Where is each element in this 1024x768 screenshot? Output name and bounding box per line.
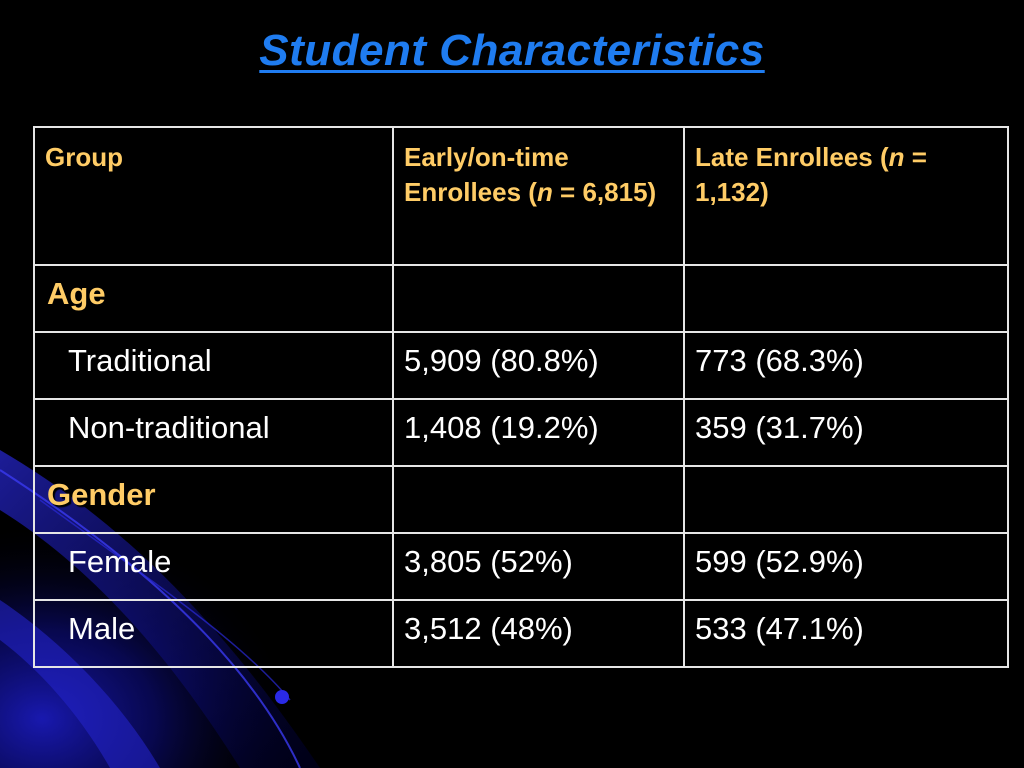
row-early-value: 5,909 (80.8%) (392, 331, 685, 400)
header-group: Group (33, 126, 394, 266)
section-row-gender: Gender (33, 465, 1009, 534)
slide-title: Student Characteristics (259, 26, 765, 75)
header-early-prefix: Early/on-time Enrollees ( (404, 142, 569, 207)
row-late-value: 533 (47.1%) (683, 599, 1009, 668)
table-row-traditional: Traditional 5,909 (80.8%) 773 (68.3%) (33, 331, 1009, 400)
header-late-suffix: = 1,132) (695, 142, 927, 207)
table-header-row: Group Early/on-time Enrollees (n = 6,815… (33, 126, 1009, 266)
row-group-label: Female (33, 532, 394, 601)
empty-cell (683, 465, 1009, 534)
empty-cell (683, 264, 1009, 333)
row-late-value: 773 (68.3%) (683, 331, 1009, 400)
section-label-gender: Gender (33, 465, 394, 534)
row-early-value: 3,805 (52%) (392, 532, 685, 601)
header-late-prefix: Late Enrollees ( (695, 142, 889, 172)
header-early-enrollees: Early/on-time Enrollees (n = 6,815) (392, 126, 685, 266)
header-early-suffix: = 6,815) (552, 177, 657, 207)
row-early-value: 1,408 (19.2%) (392, 398, 685, 467)
row-group-label: Non-traditional (33, 398, 394, 467)
row-early-value: 3,512 (48%) (392, 599, 685, 668)
table-row-non-traditional: Non-traditional 1,408 (19.2%) 359 (31.7%… (33, 398, 1009, 467)
header-early-n: n (536, 177, 553, 207)
header-late-n: n (888, 142, 905, 172)
header-late-enrollees: Late Enrollees (n = 1,132) (683, 126, 1009, 266)
section-row-age: Age (33, 264, 1009, 333)
row-late-value: 599 (52.9%) (683, 532, 1009, 601)
empty-cell (392, 264, 685, 333)
empty-cell (392, 465, 685, 534)
row-late-value-highlighted: 359 (31.7%) (683, 398, 1009, 467)
table-row-female: Female 3,805 (52%) 599 (52.9%) (33, 532, 1009, 601)
row-group-label: Male (33, 599, 394, 668)
section-label-age: Age (33, 264, 394, 333)
table-row-male: Male 3,512 (48%) 533 (47.1%) (33, 599, 1009, 668)
student-characteristics-table: Group Early/on-time Enrollees (n = 6,815… (33, 126, 1009, 668)
row-group-label: Traditional (33, 331, 394, 400)
